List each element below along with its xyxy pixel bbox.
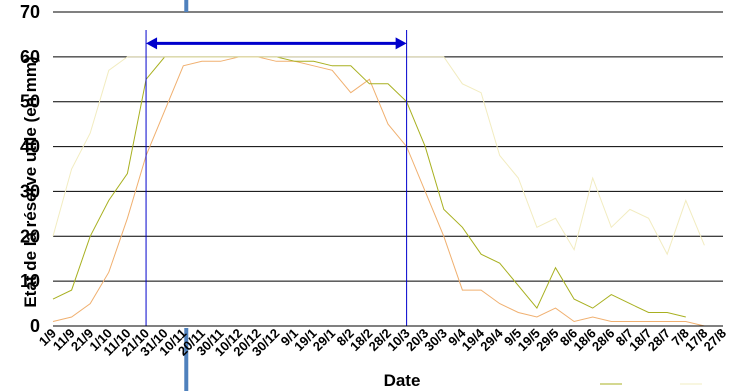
y-tick-50: 50: [20, 92, 40, 112]
y-axis-title: Etat de la réserve utile (en mm): [21, 56, 40, 307]
x-axis-title: Date: [384, 371, 421, 390]
series-group: [52, 56, 723, 327]
y-tick-0: 0: [30, 316, 40, 336]
y-tick-60: 60: [20, 47, 40, 67]
annotation-group: [145, 0, 408, 391]
gridlines: [53, 11, 723, 282]
series-line-2: [52, 56, 686, 318]
y-tick-30: 30: [20, 181, 40, 201]
y-tick-labels: 0 10 20 30 40 50 60 70: [20, 2, 40, 336]
y-tick-40: 40: [20, 137, 40, 157]
y-tick-10: 10: [20, 271, 40, 291]
y-tick-70: 70: [20, 2, 40, 22]
x-tick-labels: 1/911/921/91/1011/1021/1031/1010/1120/11…: [36, 325, 729, 359]
series-line-3: [52, 56, 705, 256]
series-line-1: [52, 56, 723, 327]
span-arrow-left-head: [146, 37, 158, 50]
y-tick-20: 20: [20, 226, 40, 246]
x-tick-27-8: 27/8: [701, 326, 730, 355]
span-arrow-right-head: [395, 37, 407, 50]
